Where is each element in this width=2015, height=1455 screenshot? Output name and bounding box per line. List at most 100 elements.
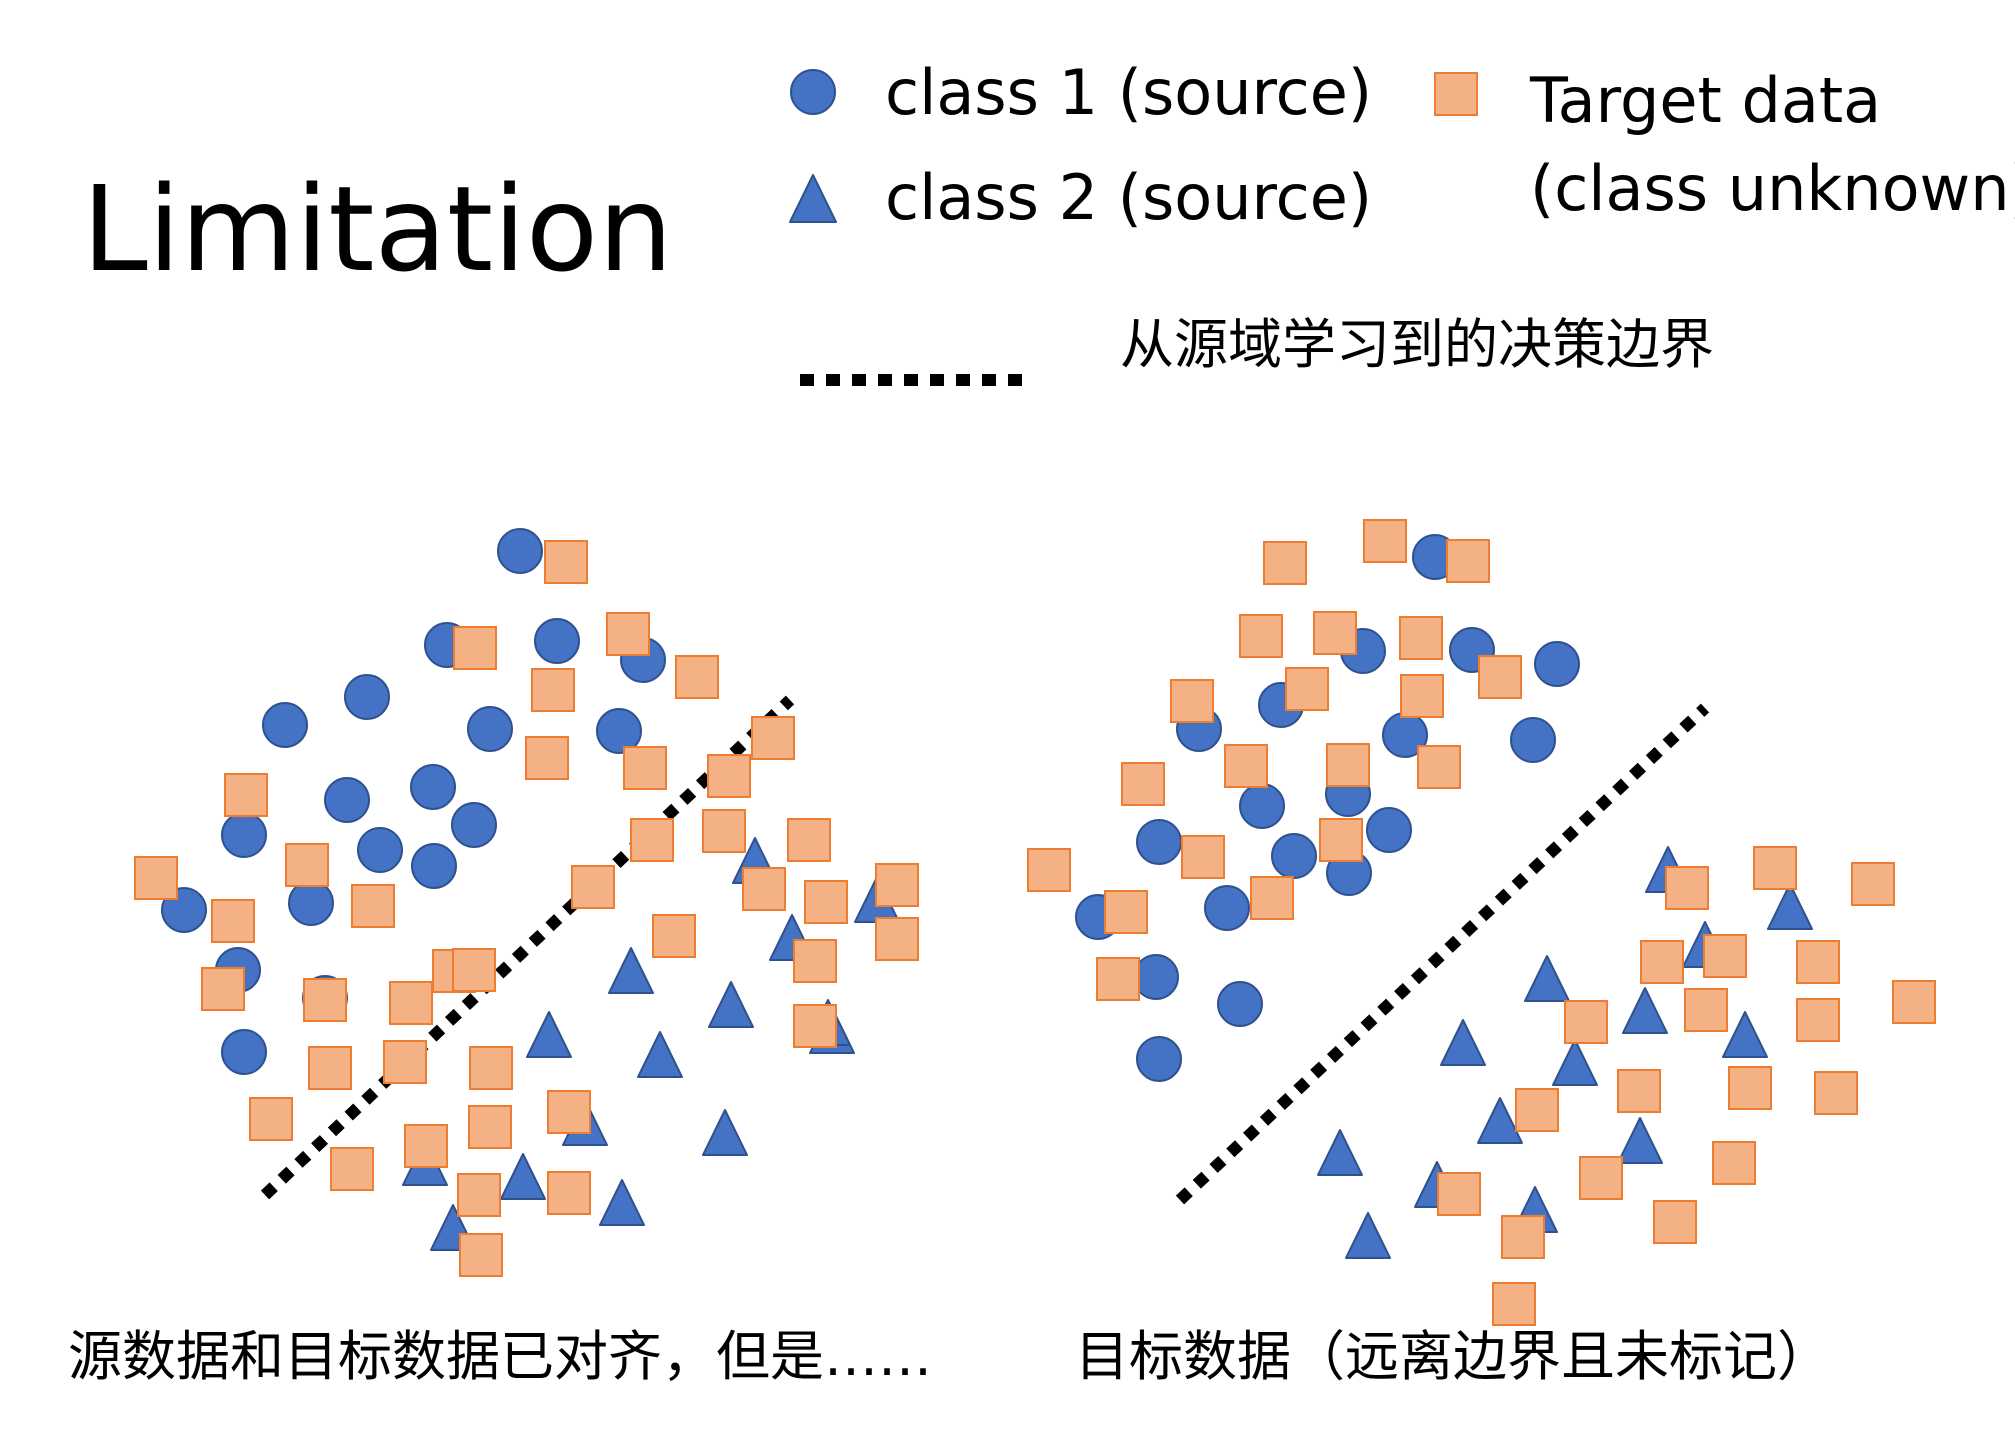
class1-point (288, 880, 334, 926)
target-point (1437, 1172, 1481, 1216)
class2-point (1552, 1039, 1598, 1086)
target-point (804, 880, 848, 924)
target-point (1684, 988, 1728, 1032)
target-point (1753, 846, 1797, 890)
target-point (453, 626, 497, 670)
legend-boundary-label: 从源域学习到的决策边界 (1120, 313, 1714, 376)
class2-point (1477, 1097, 1523, 1144)
target-point (1728, 1066, 1772, 1110)
target-point (787, 818, 831, 862)
target-point (1027, 848, 1071, 892)
class2-point (1722, 1011, 1768, 1058)
target-point (793, 939, 837, 983)
class1-point (1136, 1036, 1182, 1082)
class2-point (608, 947, 654, 994)
target-point (1121, 762, 1165, 806)
target-point (630, 818, 674, 862)
target-point (249, 1097, 293, 1141)
target-point (1224, 744, 1268, 788)
target-point (1326, 743, 1370, 787)
class1-point (410, 764, 456, 810)
right-plot (1027, 519, 1936, 1326)
class2-point (1617, 1117, 1663, 1164)
target-point (468, 1105, 512, 1149)
class1-point (1133, 954, 1179, 1000)
class1-point (324, 777, 370, 823)
class2-point (1440, 1019, 1486, 1066)
class1-point (1271, 833, 1317, 879)
legend-target-icon (1434, 72, 1478, 116)
class1-point (1217, 981, 1263, 1027)
target-point (1640, 940, 1684, 984)
target-point (1892, 980, 1936, 1024)
class2-point (1345, 1212, 1391, 1259)
target-point (1703, 934, 1747, 978)
target-point (285, 843, 329, 887)
target-point (571, 865, 615, 909)
target-point (1579, 1156, 1623, 1200)
class1-point (497, 528, 543, 574)
class1-point (221, 1029, 267, 1075)
class1-point (1239, 783, 1285, 829)
class2-point (526, 1011, 572, 1058)
target-point (1400, 674, 1444, 718)
target-point (1446, 539, 1490, 583)
target-point (469, 1046, 513, 1090)
class1-point (1204, 885, 1250, 931)
target-point (606, 612, 650, 656)
target-point (1319, 818, 1363, 862)
legend-target-label-line2: (class unknown) (1530, 152, 2015, 225)
target-point (134, 856, 178, 900)
caption-right: 目标数据（远离边界且未标记） (1075, 1325, 1831, 1388)
target-point (875, 917, 919, 961)
target-point (389, 981, 433, 1025)
target-point (351, 884, 395, 928)
target-point (751, 716, 795, 760)
target-point (201, 967, 245, 1011)
target-point (1814, 1071, 1858, 1115)
class2-point (708, 981, 754, 1028)
caption-left: 源数据和目标数据已对齐，但是…… (68, 1325, 932, 1388)
class1-point (1366, 807, 1412, 853)
class1-point (451, 802, 497, 848)
class1-point (1510, 717, 1556, 763)
target-point (793, 1004, 837, 1048)
target-point (1515, 1088, 1559, 1132)
target-point (1617, 1069, 1661, 1113)
target-point (1104, 890, 1148, 934)
legend-class2-icon (789, 174, 837, 223)
class2-point (1622, 987, 1668, 1034)
class1-point (262, 702, 308, 748)
target-point (547, 1171, 591, 1215)
class1-point (411, 843, 457, 889)
legend-target-label-line1: Target data (1530, 64, 1882, 137)
legend-class1-icon (790, 69, 836, 115)
class1-point (344, 674, 390, 720)
target-point (459, 1233, 503, 1277)
target-point (1851, 862, 1895, 906)
target-point (303, 978, 347, 1022)
class1-point (221, 812, 267, 858)
target-point (1363, 519, 1407, 563)
target-point (1665, 866, 1709, 910)
target-point (652, 914, 696, 958)
target-point (404, 1124, 448, 1168)
target-point (1313, 611, 1357, 655)
class1-point (467, 706, 513, 752)
target-point (1564, 1000, 1608, 1044)
target-point (544, 540, 588, 584)
target-point (1492, 1282, 1536, 1326)
class2-point (1524, 955, 1570, 1002)
target-point (1285, 667, 1329, 711)
target-point (1501, 1215, 1545, 1259)
target-point (1712, 1141, 1756, 1185)
class1-point (1534, 641, 1580, 687)
right-decision-boundary (1175, 703, 1710, 1205)
target-point (1399, 616, 1443, 660)
target-point (702, 809, 746, 853)
target-point (1181, 835, 1225, 879)
target-point (547, 1090, 591, 1134)
target-point (308, 1046, 352, 1090)
target-point (525, 736, 569, 780)
target-point (452, 948, 496, 992)
